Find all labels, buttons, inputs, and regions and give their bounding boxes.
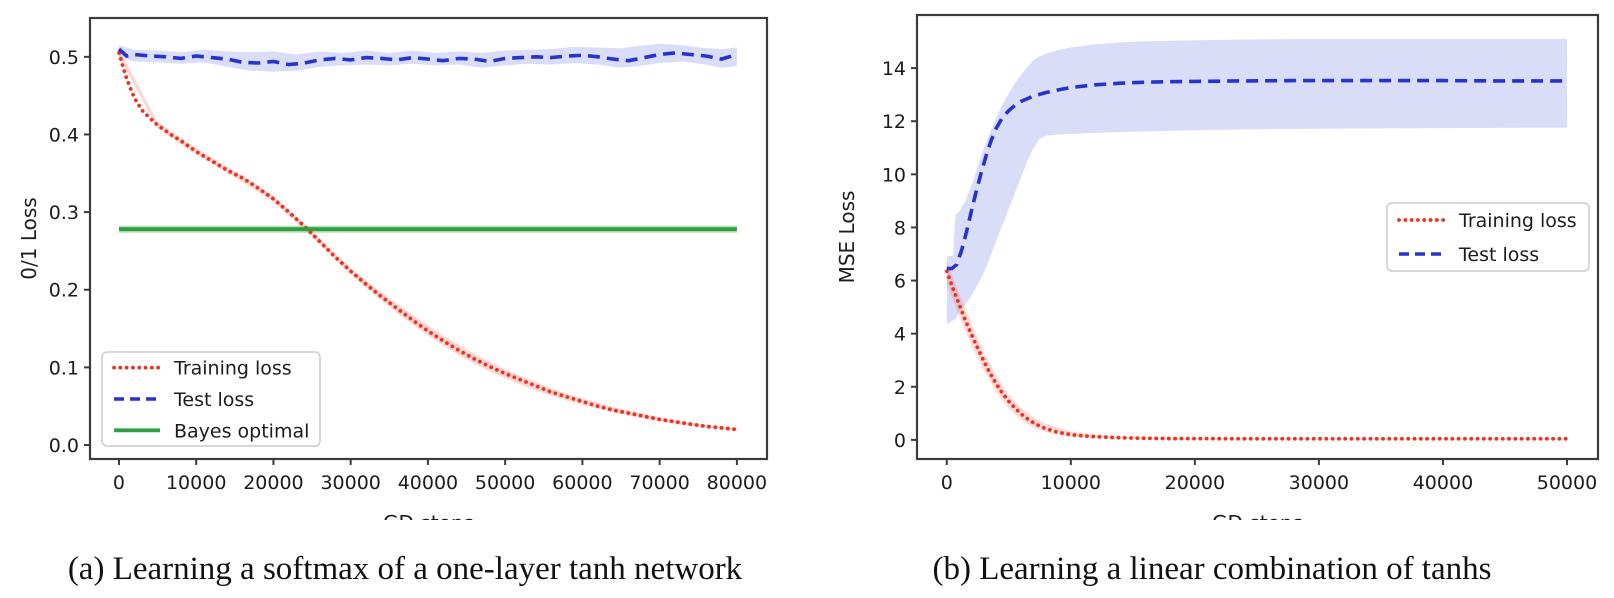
y-tick-label: 4 [894,324,906,346]
x-axis-label: GD steps [383,511,474,520]
x-tick-label: 40000 [1413,472,1473,494]
x-tick-label: 10000 [166,472,226,494]
x-tick-label: 0 [941,472,953,494]
y-axis-label: MSE Loss [835,191,859,284]
caption-a: (a) Learning a softmax of a one-layer ta… [67,551,743,587]
x-tick-label: 60000 [552,472,612,494]
series-line-training-loss [944,269,1569,441]
x-tick-label: 30000 [1289,472,1349,494]
x-tick-label: 20000 [243,472,303,494]
y-tick-label: 0 [894,430,906,452]
y-tick-label: 0.4 [49,124,79,146]
y-tick-label: 2 [894,377,906,399]
y-tick-label: 12 [882,111,906,133]
x-tick-label: 10000 [1041,472,1101,494]
y-tick-label: 0.5 [49,47,79,69]
x-tick-label: 20000 [1165,472,1225,494]
legend-label: Bayes optimal [174,420,309,442]
y-tick-label: 0.3 [49,202,79,224]
series-line-test-loss [117,47,738,67]
legend-box [101,351,321,447]
left-chart-canvas: 0 10000 20000 30000 40000 50000 60000 70000 8000… [17,16,769,520]
x-axis-label: GD steps [1212,511,1303,520]
y-tick-label: 0.2 [49,280,79,302]
x-tick-label: 70000 [629,472,689,494]
series-line-test-loss [946,78,1567,271]
series-line-training-loss [117,51,739,432]
y-tick-label: 6 [894,271,906,293]
caption-b: (b) Learning a linear combination of tan… [932,551,1492,587]
x-tick-label: 80000 [707,472,767,494]
band-training-loss [946,260,1567,440]
x-tick-label: 50000 [475,472,535,494]
legend-label: Training loss [173,358,292,380]
plot-border [915,13,1600,461]
x-tick-label: 40000 [398,472,458,494]
right-chart-canvas: 0 10000 20000 30000 40000 50000 0 2 4 6 8 10 12 14 GD … [835,13,1600,520]
y-tick-label: 0.0 [49,435,79,457]
y-tick-label: 8 [894,217,906,239]
y-tick-label: 10 [882,164,906,186]
x-tick-label: 0 [113,472,125,494]
legend-label: Test loss [173,389,254,411]
legend-label: Training loss [1458,210,1577,232]
legend-label: Test loss [1458,244,1539,266]
y-tick-label: 0.1 [49,357,79,379]
x-tick-label: 30000 [320,472,380,494]
y-tick-label: 14 [882,58,906,80]
x-tick-label: 50000 [1537,472,1597,494]
band-test-loss [946,38,1567,325]
y-axis-label: 0/1 Loss [17,197,41,279]
